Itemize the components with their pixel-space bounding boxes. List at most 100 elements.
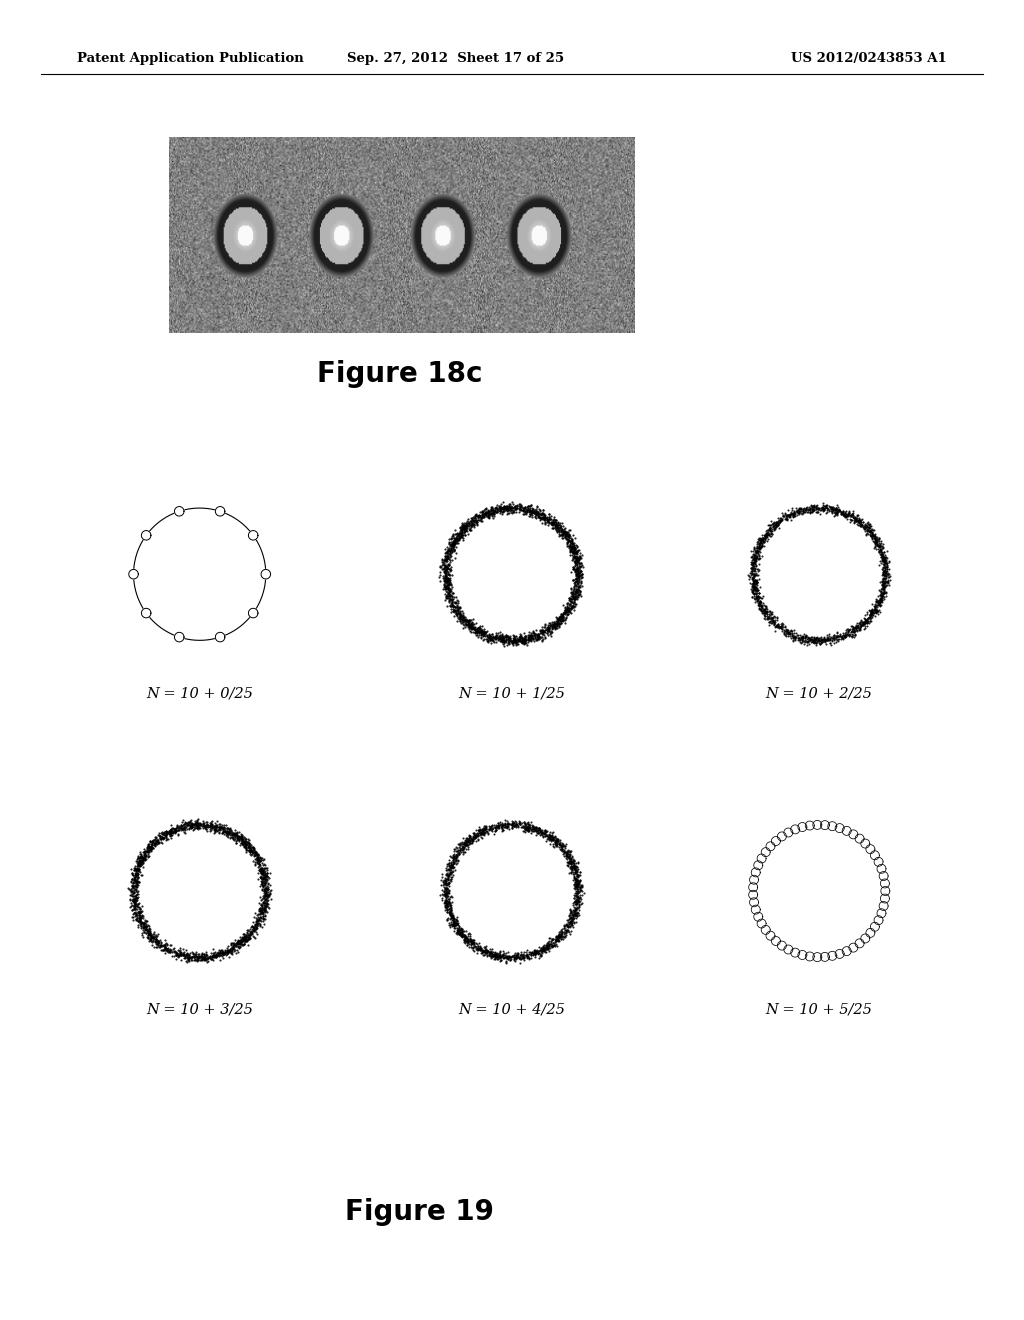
Point — [570, 585, 587, 606]
Point — [134, 911, 151, 932]
Point — [512, 630, 528, 651]
Point — [454, 512, 470, 533]
Point — [866, 597, 883, 618]
Point — [746, 564, 763, 585]
Point — [130, 858, 146, 879]
Point — [185, 818, 202, 840]
Point — [853, 615, 869, 636]
Point — [560, 599, 577, 620]
Point — [508, 632, 524, 653]
Point — [759, 607, 775, 628]
Point — [127, 870, 143, 891]
Point — [438, 869, 455, 890]
Point — [867, 532, 884, 553]
Point — [243, 921, 259, 942]
Point — [567, 570, 584, 591]
Point — [483, 500, 500, 521]
Point — [762, 516, 778, 537]
Point — [127, 891, 143, 912]
Point — [124, 869, 140, 890]
Point — [513, 627, 529, 648]
Point — [203, 813, 219, 834]
Point — [521, 627, 538, 648]
Point — [232, 933, 249, 954]
Point — [124, 880, 140, 902]
Point — [861, 524, 878, 545]
Point — [195, 949, 211, 970]
Point — [808, 502, 824, 523]
Point — [526, 941, 543, 962]
Point — [162, 940, 178, 961]
Point — [248, 917, 264, 939]
Point — [549, 609, 565, 630]
Point — [468, 620, 484, 642]
Point — [853, 510, 869, 531]
Point — [213, 944, 229, 965]
Point — [468, 936, 484, 957]
Point — [800, 499, 816, 520]
Point — [556, 917, 572, 939]
Point — [247, 854, 263, 875]
Point — [257, 890, 273, 911]
Point — [234, 829, 251, 850]
Point — [561, 597, 578, 618]
Point — [567, 863, 584, 884]
Point — [130, 874, 146, 895]
Point — [447, 836, 464, 857]
Point — [188, 945, 205, 966]
Point — [153, 832, 169, 853]
Point — [746, 550, 763, 572]
Point — [131, 908, 147, 929]
Point — [136, 921, 153, 942]
Point — [518, 503, 535, 524]
Point — [175, 942, 191, 964]
Point — [549, 517, 565, 539]
Point — [779, 508, 796, 529]
Point — [147, 929, 164, 950]
Point — [551, 837, 567, 858]
Point — [193, 945, 209, 966]
Point — [139, 837, 156, 858]
Point — [150, 932, 166, 953]
Point — [444, 528, 461, 549]
Point — [463, 614, 479, 635]
Point — [546, 616, 562, 638]
Point — [543, 512, 559, 533]
Point — [159, 821, 175, 842]
Point — [568, 911, 585, 932]
Point — [524, 818, 541, 840]
Point — [748, 572, 764, 593]
Point — [477, 504, 494, 525]
Point — [806, 627, 822, 648]
Point — [826, 500, 843, 521]
Point — [254, 858, 270, 879]
Point — [257, 866, 273, 887]
Point — [531, 820, 548, 841]
Polygon shape — [877, 908, 886, 917]
Point — [436, 583, 453, 605]
Point — [168, 948, 184, 969]
Point — [209, 942, 225, 964]
Point — [563, 900, 580, 921]
Point — [189, 948, 206, 969]
Point — [500, 627, 516, 648]
Point — [189, 814, 206, 836]
Point — [456, 837, 472, 858]
Point — [437, 883, 454, 904]
Point — [842, 512, 858, 533]
Point — [852, 511, 868, 532]
Point — [131, 903, 147, 924]
Point — [547, 615, 563, 636]
Point — [215, 941, 231, 962]
Point — [232, 828, 249, 849]
Point — [536, 822, 552, 843]
Point — [460, 616, 476, 638]
Point — [855, 611, 871, 632]
Point — [152, 936, 168, 957]
Point — [800, 499, 816, 520]
Point — [547, 829, 563, 850]
Point — [529, 623, 546, 644]
Point — [484, 814, 501, 836]
Point — [870, 535, 887, 556]
Point — [141, 923, 158, 944]
